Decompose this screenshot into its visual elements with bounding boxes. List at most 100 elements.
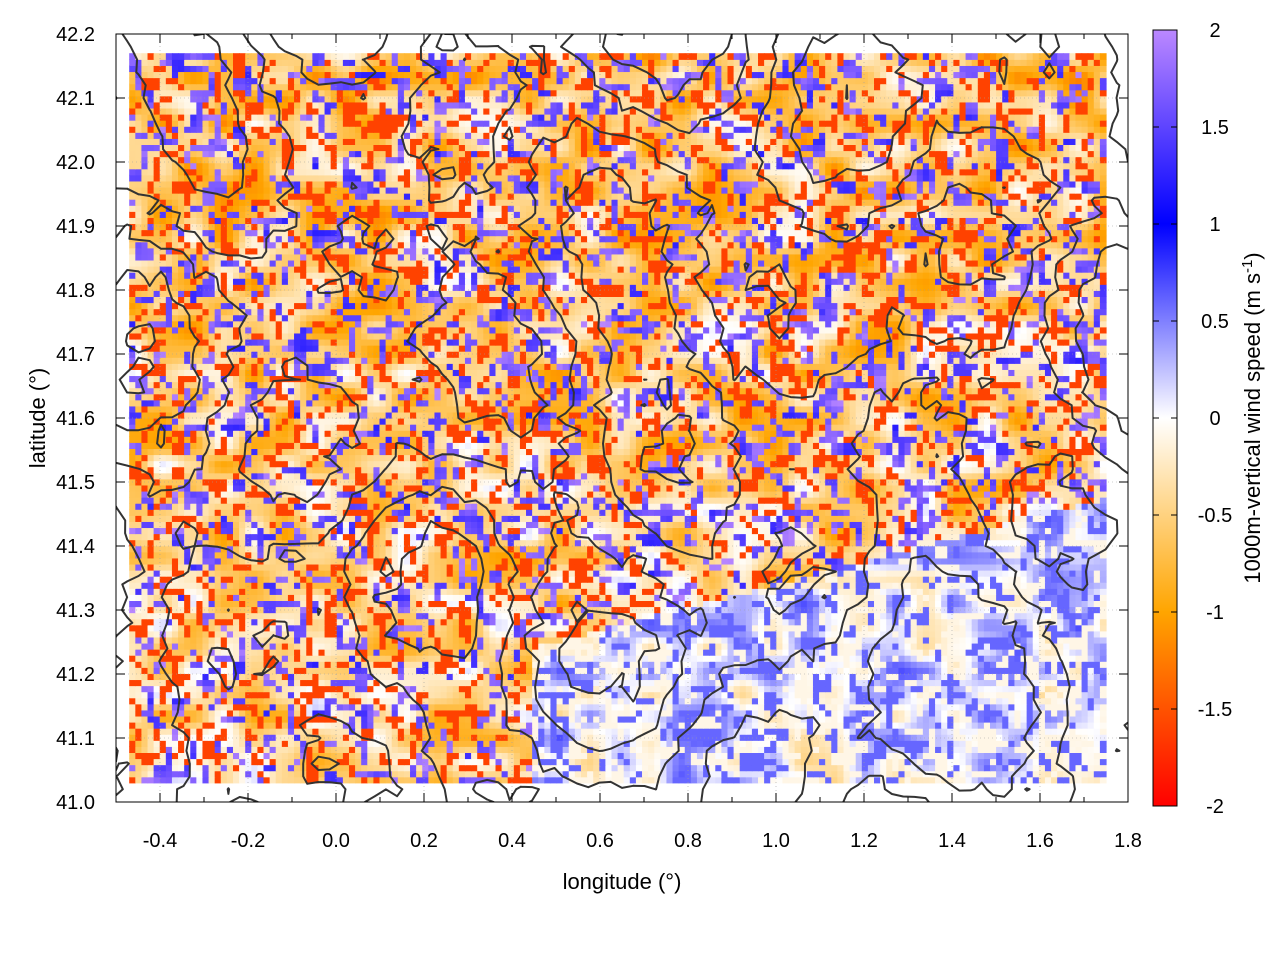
field-cell — [1045, 594, 1052, 601]
field-cell — [465, 679, 472, 686]
field-cell — [782, 746, 789, 753]
field-cell — [892, 710, 899, 717]
field-cell — [489, 661, 496, 668]
field-cell — [923, 716, 930, 723]
field-cell — [355, 752, 362, 759]
field-cell — [532, 716, 539, 723]
field-cell — [1051, 673, 1058, 680]
field-cell — [233, 771, 240, 778]
field-cell — [557, 594, 564, 601]
field-cell — [508, 752, 515, 759]
field-cell — [1100, 625, 1107, 632]
field-cell — [459, 722, 466, 729]
field-cell — [221, 777, 228, 784]
field-cell — [923, 722, 930, 729]
field-cell — [1100, 673, 1107, 680]
field-cell — [1033, 667, 1040, 674]
field-cell — [776, 740, 783, 747]
field-cell — [257, 698, 264, 705]
field-cell — [190, 594, 197, 601]
field-cell — [721, 765, 728, 772]
field-cell — [312, 771, 319, 778]
field-cell — [514, 752, 521, 759]
field-cell — [343, 679, 350, 686]
field-cell — [514, 661, 521, 668]
field-cell — [160, 740, 167, 747]
field-cell — [819, 637, 826, 644]
field-cell — [434, 594, 441, 601]
field-cell — [886, 594, 893, 601]
field-cell — [270, 716, 277, 723]
field-cell — [221, 667, 228, 674]
field-cell — [587, 594, 594, 601]
field-cell — [410, 631, 417, 638]
field-cell — [331, 643, 338, 650]
field-cell — [807, 625, 814, 632]
field-cell — [331, 771, 338, 778]
field-cell — [856, 661, 863, 668]
field-cell — [410, 704, 417, 711]
field-cell — [300, 649, 307, 656]
field-cell — [245, 655, 252, 662]
field-cell — [801, 613, 808, 620]
field-cell — [1088, 765, 1095, 772]
field-cell — [923, 679, 930, 686]
field-cell — [581, 704, 588, 711]
field-cell — [520, 649, 527, 656]
field-cell — [337, 631, 344, 638]
field-cell — [673, 777, 680, 784]
field-cell — [605, 722, 612, 729]
field-cell — [850, 765, 857, 772]
field-cell — [782, 758, 789, 765]
field-cell — [880, 673, 887, 680]
field-cell — [245, 771, 252, 778]
field-cell — [630, 655, 637, 662]
field-cell — [434, 625, 441, 632]
field-cell — [660, 655, 667, 662]
field-cell — [141, 594, 148, 601]
field-cell — [953, 631, 960, 638]
field-cell — [337, 661, 344, 668]
field-cell — [239, 679, 246, 686]
field-cell — [184, 594, 191, 601]
field-cell — [148, 655, 155, 662]
field-cell — [410, 655, 417, 662]
field-cell — [404, 649, 411, 656]
field-cell — [459, 758, 466, 765]
field-cell — [215, 752, 222, 759]
field-cell — [209, 746, 216, 753]
field-cell — [972, 765, 979, 772]
field-cell — [618, 710, 625, 717]
field-cell — [337, 588, 344, 595]
field-cell — [978, 686, 985, 693]
field-cell — [367, 619, 374, 626]
field-cell — [441, 734, 448, 741]
field-cell — [605, 758, 612, 765]
field-cell — [447, 594, 454, 601]
field-cell — [673, 716, 680, 723]
field-cell — [795, 692, 802, 699]
field-cell — [966, 613, 973, 620]
field-cell — [630, 722, 637, 729]
field-cell — [239, 686, 246, 693]
field-cell — [526, 692, 533, 699]
field-cell — [428, 746, 435, 753]
field-cell — [709, 625, 716, 632]
field-cell — [624, 777, 631, 784]
field-cell — [959, 728, 966, 735]
field-cell — [587, 777, 594, 784]
field-cell — [1014, 758, 1021, 765]
field-cell — [642, 655, 649, 662]
field-cell — [129, 600, 136, 607]
field-cell — [373, 752, 380, 759]
field-cell — [764, 740, 771, 747]
field-cell — [1075, 594, 1082, 601]
field-cell — [172, 655, 179, 662]
field-cell — [1051, 752, 1058, 759]
field-cell — [630, 631, 637, 638]
field-cell — [941, 619, 948, 626]
field-cell — [386, 692, 393, 699]
field-cell — [1075, 600, 1082, 607]
field-cell — [514, 606, 521, 613]
field-cell — [996, 643, 1003, 650]
